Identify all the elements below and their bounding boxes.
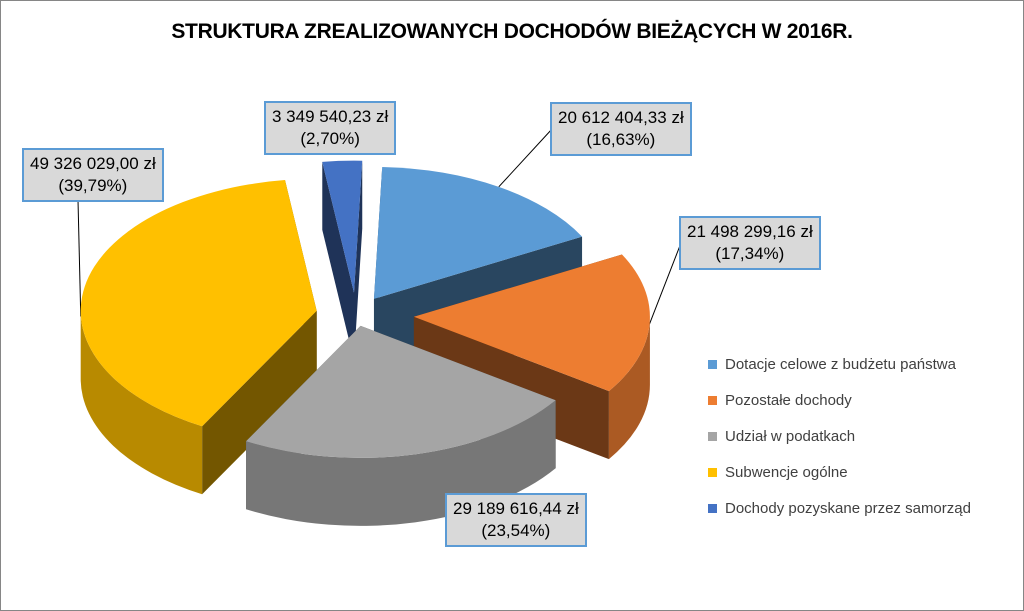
chart-title: STRUKTURA ZREALIZOWANYCH DOCHODÓW BIEŻĄC… bbox=[171, 20, 853, 43]
legend-entry-udzial: Udział w podatkach bbox=[708, 418, 971, 454]
legend-entry-subwencje: Subwencje ogólne bbox=[708, 454, 971, 490]
legend-swatch bbox=[708, 395, 717, 405]
slice-dochody-pozyskane bbox=[322, 160, 363, 361]
slice-top-face bbox=[413, 254, 650, 392]
data-label-percent: (2,70%) bbox=[300, 129, 360, 148]
data-label-percent: (17,34%) bbox=[715, 244, 785, 263]
data-label-value: 21 498 299,16 zł bbox=[687, 222, 813, 241]
data-label-udzial-w-podatkach: 29 189 616,44 zł (23,54%) bbox=[445, 493, 587, 547]
data-label-percent: (16,63%) bbox=[586, 130, 656, 149]
chart-legend: Dotacje celowe z budżetu państwa Pozosta… bbox=[708, 346, 971, 526]
slice-top-face bbox=[246, 325, 556, 458]
legend-swatch bbox=[708, 503, 717, 513]
data-label-value: 29 189 616,44 zł bbox=[453, 499, 579, 518]
legend-label: Pozostałe dochody bbox=[725, 391, 852, 409]
data-label-dochody-pozyskane: 3 349 540,23 zł (2,70%) bbox=[264, 101, 397, 155]
legend-label: Udział w podatkach bbox=[725, 427, 856, 445]
data-label-dotacje-celowe: 20 612 404,33 zł (16,63%) bbox=[550, 102, 692, 156]
legend-label: Subwencje ogólne bbox=[725, 463, 848, 481]
legend-entry-dotacje: Dotacje celowe z budżetu państwa bbox=[708, 346, 971, 382]
legend-entry-dochody-pozyskane: Dochody pozyskane przez samorząd bbox=[708, 490, 971, 526]
leader-line bbox=[77, 199, 82, 317]
data-label-subwencje-ogolne: 49 326 029,00 zł (39,79%) bbox=[22, 148, 164, 202]
data-label-value: 20 612 404,33 zł bbox=[558, 108, 684, 127]
leader-line bbox=[498, 128, 553, 188]
data-label-percent: (39,79%) bbox=[58, 176, 128, 195]
legend-entry-pozostale: Pozostałe dochody bbox=[708, 382, 971, 418]
data-label-value: 49 326 029,00 zł bbox=[30, 154, 156, 173]
data-label-percent: (23,54%) bbox=[481, 521, 551, 540]
slice-top-face bbox=[322, 160, 363, 293]
slice-side-face bbox=[322, 161, 355, 361]
slice-side-face bbox=[202, 310, 317, 495]
slice-outer-wall bbox=[80, 310, 203, 495]
slice-top-face bbox=[373, 166, 583, 299]
slice-top-face bbox=[80, 180, 317, 427]
slice-subwencje-ogolne bbox=[80, 180, 317, 495]
leader-line bbox=[649, 242, 682, 324]
data-label-value: 3 349 540,23 zł bbox=[272, 107, 389, 126]
legend-label: Dochody pozyskane przez samorząd bbox=[725, 499, 971, 517]
data-label-pozostale-dochody: 21 498 299,16 zł (17,34%) bbox=[679, 216, 821, 270]
legend-swatch bbox=[708, 467, 717, 477]
slice-outer-wall bbox=[608, 316, 650, 460]
legend-swatch bbox=[708, 359, 717, 369]
slice-side-face bbox=[354, 160, 363, 361]
legend-label: Dotacje celowe z budżetu państwa bbox=[725, 355, 956, 373]
legend-swatch bbox=[708, 431, 717, 441]
